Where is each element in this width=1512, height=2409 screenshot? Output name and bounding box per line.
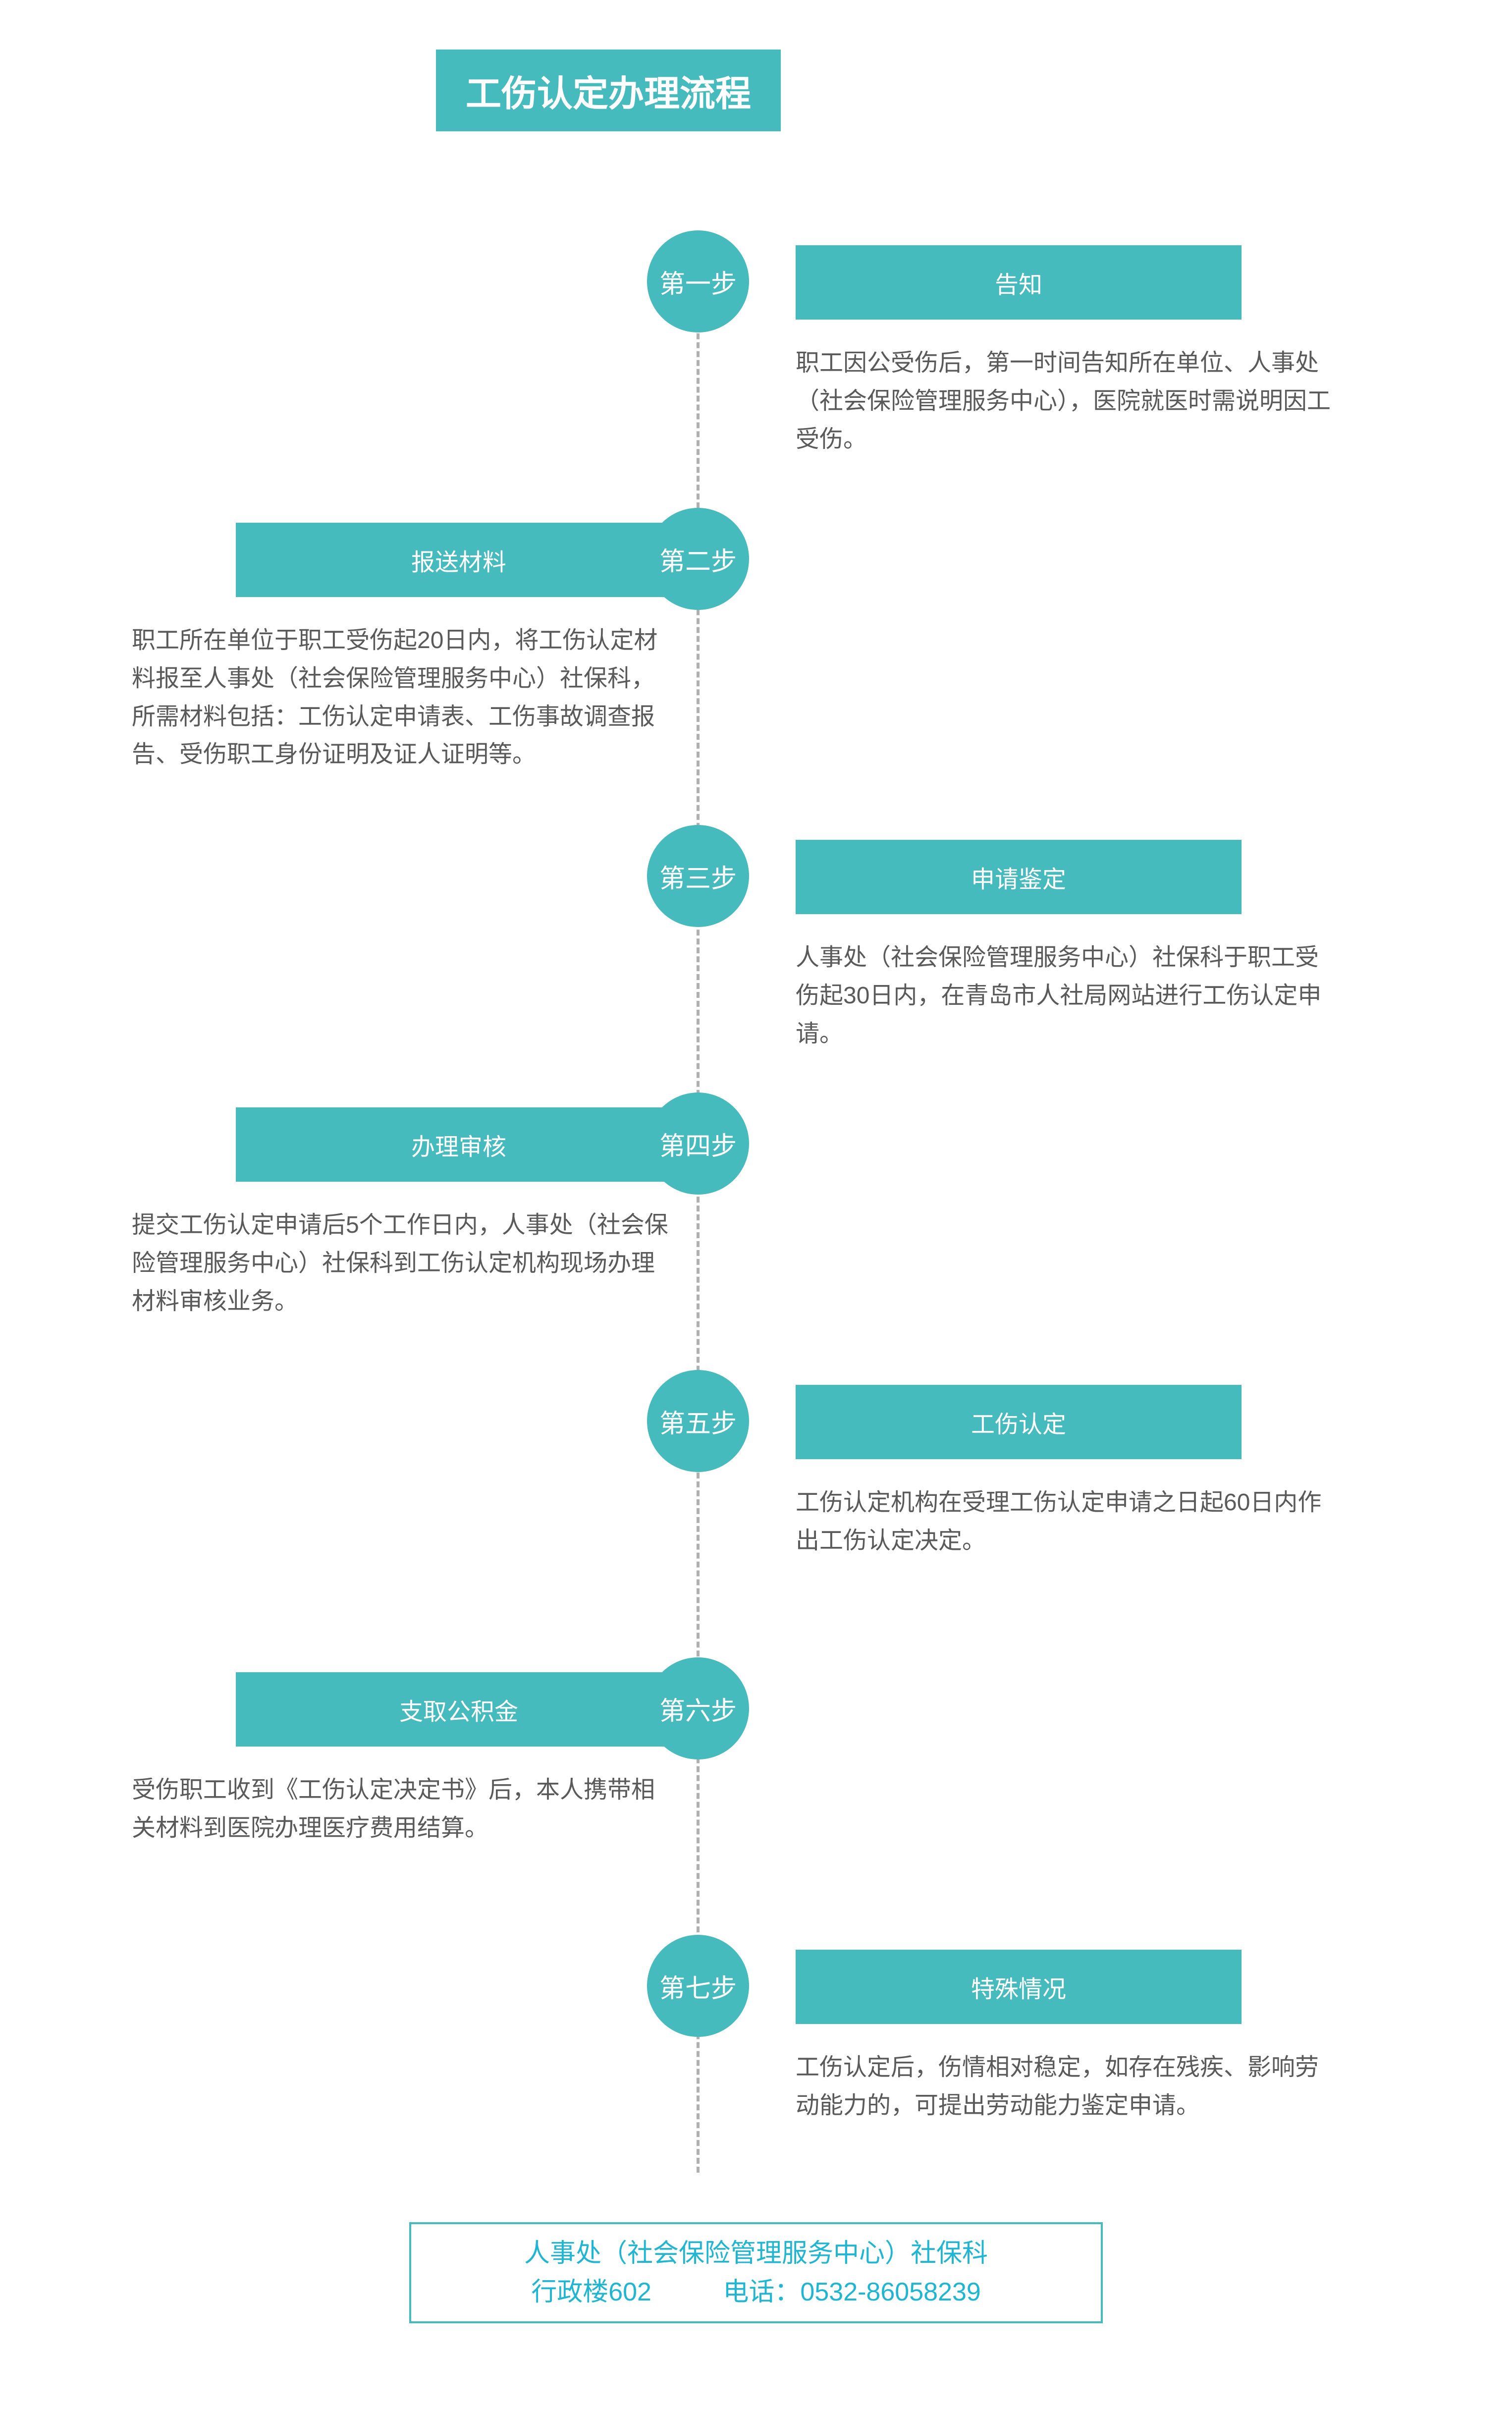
step-description: 工伤认定后，伤情相对稳定，如存在残疾、影响劳动能力的，可提出劳动能力鉴定申请。 bbox=[796, 2049, 1341, 2125]
step-circle: 第七步 bbox=[647, 1935, 749, 2037]
step-circle: 第二步 bbox=[647, 508, 749, 610]
step-circle: 第六步 bbox=[647, 1657, 749, 1759]
step-row-5: 第五步工伤认定工伤认定机构在受理工伤认定申请之日起60日内作出工伤认定决定。 bbox=[62, 1370, 1450, 1657]
step-circle: 第三步 bbox=[647, 825, 749, 927]
step-row-6: 第六步支取公积金受伤职工收到《工伤认定决定书》后，本人携带相关材料到医院办理医疗… bbox=[62, 1657, 1450, 1935]
flowchart-container: 工伤认定办理流程 第一步告知职工因公受伤后，第一时间告知所在单位、人事处（社会保… bbox=[0, 50, 1512, 2323]
step-label: 告知 bbox=[796, 245, 1242, 320]
step-label: 办理审核 bbox=[236, 1107, 682, 1182]
step-description: 工伤认定机构在受理工伤认定申请之日起60日内作出工伤认定决定。 bbox=[796, 1484, 1341, 1560]
step-description: 职工因公受伤后，第一时间告知所在单位、人事处（社会保险管理服务中心），医院就医时… bbox=[796, 344, 1341, 458]
step-description: 人事处（社会保险管理服务中心）社保科于职工受伤起30日内，在青岛市人社局网站进行… bbox=[796, 939, 1341, 1053]
footer-contact: 行政楼602 电话：0532-86058239 bbox=[431, 2273, 1081, 2311]
step-label: 特殊情况 bbox=[796, 1950, 1242, 2024]
footer-dept: 人事处（社会保险管理服务中心）社保科 bbox=[431, 2234, 1081, 2273]
step-label: 申请鉴定 bbox=[796, 840, 1242, 914]
step-description: 提交工伤认定申请后5个工作日内，人事处（社会保险管理服务中心）社保科到工伤认定机… bbox=[132, 1206, 677, 1320]
step-description: 职工所在单位于职工受伤起20日内，将工伤认定材料报至人事处（社会保险管理服务中心… bbox=[132, 622, 677, 774]
page-title: 工伤认定办理流程 bbox=[436, 50, 781, 131]
step-circle: 第五步 bbox=[647, 1370, 749, 1472]
step-label: 报送材料 bbox=[236, 523, 682, 597]
step-row-3: 第三步申请鉴定人事处（社会保险管理服务中心）社保科于职工受伤起30日内，在青岛市… bbox=[62, 825, 1450, 1093]
step-circle: 第一步 bbox=[647, 230, 749, 332]
step-row-7: 第七步特殊情况工伤认定后，伤情相对稳定，如存在残疾、影响劳动能力的，可提出劳动能… bbox=[62, 1935, 1450, 2183]
step-label: 支取公积金 bbox=[236, 1672, 682, 1747]
step-row-4: 第四步办理审核提交工伤认定申请后5个工作日内，人事处（社会保险管理服务中心）社保… bbox=[62, 1093, 1450, 1370]
timeline: 第一步告知职工因公受伤后，第一时间告知所在单位、人事处（社会保险管理服务中心），… bbox=[62, 230, 1450, 2183]
step-row-1: 第一步告知职工因公受伤后，第一时间告知所在单位、人事处（社会保险管理服务中心），… bbox=[62, 230, 1450, 508]
step-label: 工伤认定 bbox=[796, 1385, 1242, 1459]
contact-footer: 人事处（社会保险管理服务中心）社保科 行政楼602 电话：0532-860582… bbox=[409, 2222, 1103, 2323]
step-circle: 第四步 bbox=[647, 1093, 749, 1195]
step-description: 受伤职工收到《工伤认定决定书》后，本人携带相关材料到医院办理医疗费用结算。 bbox=[132, 1771, 677, 1848]
step-row-2: 第二步报送材料职工所在单位于职工受伤起20日内，将工伤认定材料报至人事处（社会保… bbox=[62, 508, 1450, 825]
